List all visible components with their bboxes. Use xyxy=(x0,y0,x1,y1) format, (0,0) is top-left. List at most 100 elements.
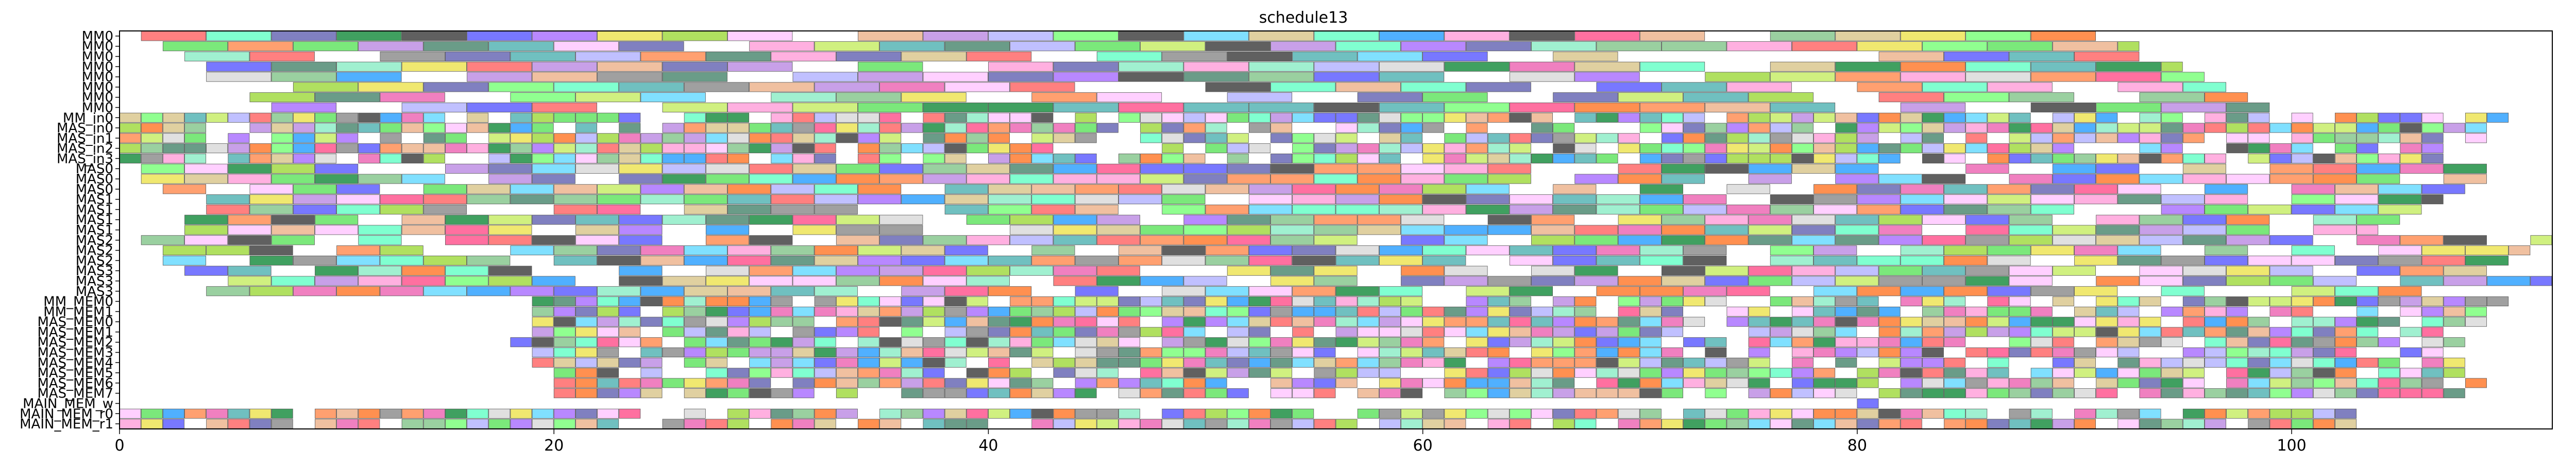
task-bar xyxy=(749,378,771,388)
task-bar xyxy=(1162,123,1184,133)
task-bar xyxy=(2357,317,2379,327)
task-bar xyxy=(1857,204,1901,214)
task-bar xyxy=(2030,388,2053,399)
task-bar xyxy=(2182,419,2205,429)
task-bar xyxy=(1900,317,1922,327)
task-bar xyxy=(1596,245,1640,256)
task-bar xyxy=(575,347,597,358)
task-bar xyxy=(1292,51,1358,61)
task-bar xyxy=(1118,31,1184,41)
task-bar xyxy=(1270,266,1314,276)
task-bar xyxy=(532,276,575,286)
task-bar xyxy=(1466,368,1488,378)
task-bar xyxy=(1705,419,1727,429)
task-bar xyxy=(705,112,727,123)
task-bar xyxy=(1662,163,1705,174)
task-bar xyxy=(1335,327,1358,337)
task-bar xyxy=(1791,347,1814,358)
task-bar xyxy=(2291,317,2313,327)
task-bar xyxy=(228,408,250,419)
task-bar xyxy=(1531,235,1575,245)
task-bar xyxy=(858,255,902,266)
task-bar xyxy=(879,153,902,163)
task-bar xyxy=(2291,133,2313,143)
task-bar xyxy=(2205,204,2248,214)
task-bar xyxy=(532,123,554,133)
task-bar xyxy=(1444,347,1466,358)
task-bar xyxy=(1162,184,1206,194)
task-bar xyxy=(2030,184,2074,194)
task-bar xyxy=(1162,306,1184,317)
task-bar xyxy=(358,266,402,276)
task-bar xyxy=(2443,163,2487,174)
task-bar xyxy=(1357,51,1423,61)
task-bar xyxy=(1466,112,1488,123)
task-bar xyxy=(1096,419,1118,429)
task-bar xyxy=(2182,123,2205,133)
task-bar xyxy=(1639,194,1683,205)
task-bar xyxy=(184,153,207,163)
task-bar xyxy=(2530,276,2552,286)
task-bar xyxy=(1248,306,1270,317)
task-bar xyxy=(2226,337,2248,347)
task-bar xyxy=(1639,112,1662,123)
task-bar xyxy=(1553,194,1597,205)
task-bar xyxy=(1857,378,1879,388)
task-bar xyxy=(2074,306,2096,317)
task-bar xyxy=(1944,204,1988,214)
task-bar xyxy=(1553,357,1575,368)
task-bar xyxy=(2074,368,2096,378)
task-bar xyxy=(1205,112,1227,123)
task-bar xyxy=(640,245,684,256)
task-bar xyxy=(2421,112,2444,123)
task-bar xyxy=(944,245,988,256)
task-bar xyxy=(1292,296,1314,307)
task-bar xyxy=(814,153,836,163)
task-bar xyxy=(2313,174,2357,184)
task-bar xyxy=(1987,419,2009,429)
task-bar xyxy=(553,306,575,317)
task-bar xyxy=(2139,112,2161,123)
task-bar xyxy=(1401,112,1423,123)
task-bar xyxy=(966,163,1010,174)
task-bar xyxy=(575,408,597,419)
task-bar xyxy=(1183,72,1249,82)
task-bar xyxy=(1466,286,1510,296)
task-bar xyxy=(2096,388,2118,399)
task-bar xyxy=(1596,112,1618,123)
task-bar xyxy=(206,72,272,82)
task-bar xyxy=(1205,357,1227,368)
task-bar xyxy=(879,317,902,327)
task-bar xyxy=(1944,143,1966,154)
task-bar xyxy=(2052,143,2074,154)
task-bar xyxy=(814,184,858,194)
task-bar xyxy=(445,143,467,154)
task-bar xyxy=(749,163,793,174)
task-bar xyxy=(1292,184,1336,194)
task-bar xyxy=(1531,214,1575,225)
task-bar xyxy=(162,112,184,123)
task-bar xyxy=(2378,245,2422,256)
task-bar xyxy=(1118,245,1162,256)
task-bar xyxy=(271,31,337,41)
task-bar xyxy=(2052,163,2096,174)
task-bar xyxy=(640,337,663,347)
task-bar xyxy=(1335,143,1358,154)
task-bar xyxy=(553,327,575,337)
task-bar xyxy=(1770,31,1836,41)
task-bar xyxy=(944,347,967,358)
task-bar xyxy=(1748,133,1770,143)
task-bar xyxy=(293,41,359,52)
task-bar xyxy=(1531,408,1553,419)
task-bar xyxy=(271,102,337,112)
task-bar xyxy=(858,327,880,337)
task-bar xyxy=(1379,347,1401,358)
task-bar xyxy=(879,163,923,174)
task-bar xyxy=(1162,317,1184,327)
task-bar xyxy=(1227,306,1249,317)
task-bar xyxy=(1053,357,1075,368)
task-bar xyxy=(2291,408,2313,419)
task-bar xyxy=(1487,306,1510,317)
task-bar xyxy=(1791,306,1814,317)
task-bar xyxy=(1748,388,1770,399)
